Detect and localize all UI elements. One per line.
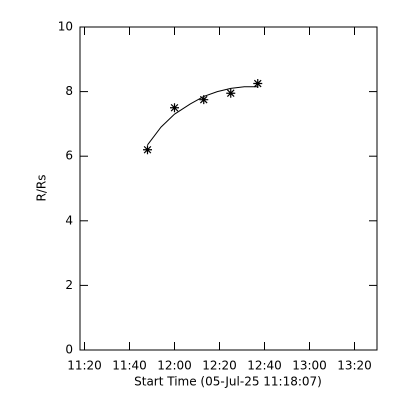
fit-line bbox=[147, 86, 258, 146]
y-tick-label: 10 bbox=[58, 20, 73, 34]
x-tick-label: 13:00 bbox=[292, 359, 327, 373]
y-tick-label: 4 bbox=[65, 213, 73, 227]
x-tick-label: 12:00 bbox=[157, 359, 192, 373]
data-point bbox=[199, 95, 209, 105]
y-tick-label: 8 bbox=[65, 84, 73, 98]
x-tick-label: 11:20 bbox=[67, 359, 102, 373]
x-tick-label: 12:20 bbox=[202, 359, 237, 373]
y-tick-label: 6 bbox=[65, 149, 73, 163]
x-tick-label: 12:40 bbox=[247, 359, 282, 373]
y-tick-label: 2 bbox=[65, 278, 73, 292]
x-tick-label: 13:20 bbox=[337, 359, 372, 373]
x-tick-label: 11:40 bbox=[112, 359, 147, 373]
data-point bbox=[226, 88, 236, 98]
y-tick-label: 0 bbox=[65, 343, 73, 357]
data-point bbox=[253, 79, 263, 89]
y-axis-label: R/Rs bbox=[35, 175, 49, 202]
data-point bbox=[143, 145, 152, 155]
x-axis-label: Start Time (05-Jul-25 11:18:07) bbox=[134, 375, 322, 389]
plot-frame bbox=[79, 26, 378, 351]
data-point bbox=[170, 103, 179, 113]
